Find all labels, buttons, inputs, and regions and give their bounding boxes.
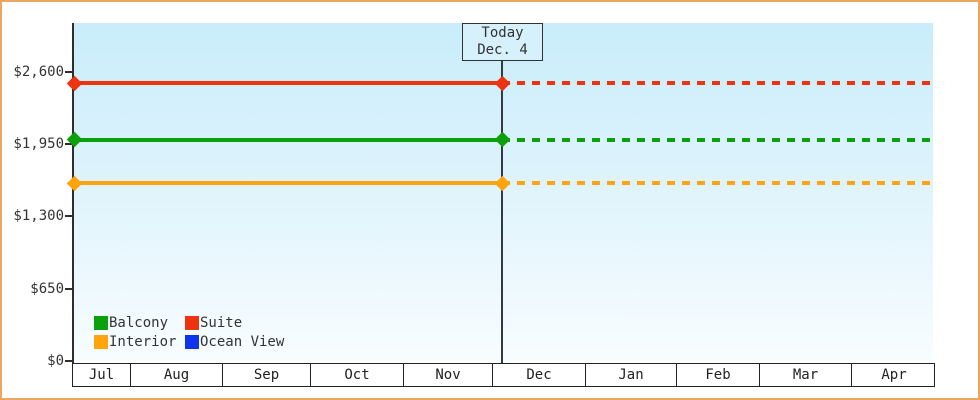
y-tick-label: $0 — [47, 353, 64, 369]
today-date-label: Dec. 4 — [477, 42, 528, 58]
today-vertical-line — [501, 60, 503, 363]
legend-item-interior: Interior — [94, 332, 185, 351]
legend-label: Interior — [109, 333, 177, 350]
legend-swatch-balcony — [94, 315, 108, 330]
month-label: Mar — [792, 367, 819, 383]
y-axis-line — [72, 23, 74, 363]
series-line-solid-balcony — [74, 137, 502, 142]
y-tick-mark — [65, 215, 72, 218]
month-cell-mar: Mar — [760, 364, 852, 386]
month-cell-dec: Dec — [493, 364, 586, 386]
legend-label: Ocean View — [200, 333, 285, 350]
series-line-solid-interior — [74, 181, 502, 186]
y-tick-label: $1,300 — [13, 208, 64, 225]
legend-swatch-interior — [94, 334, 108, 349]
month-cell-nov: Nov — [404, 364, 493, 386]
y-tick-mark — [65, 360, 72, 362]
series-line-dotted-balcony — [502, 137, 933, 142]
series-line-dotted-interior — [502, 181, 933, 186]
today-label-box: Today Dec. 4 — [462, 23, 543, 61]
legend-label: Balcony — [109, 314, 169, 331]
legend-item-suite: Suite — [185, 313, 284, 332]
y-tick-mark — [65, 70, 72, 73]
month-cell-oct: Oct — [311, 364, 404, 386]
month-cell-sep: Sep — [223, 364, 311, 386]
series-line-solid-suite — [74, 81, 502, 86]
series-line-dotted-suite — [502, 81, 933, 86]
month-label: Aug — [163, 367, 190, 383]
y-tick-label: $1,950 — [13, 136, 64, 153]
legend: Balcony Suite Interior Ocean View — [94, 313, 284, 351]
y-tick-label: $2,600 — [13, 63, 64, 80]
legend-swatch-suite — [185, 315, 199, 330]
month-label: Feb — [705, 367, 731, 383]
y-tick-mark — [65, 287, 72, 290]
month-label: Jul — [88, 367, 115, 383]
month-label: Dec — [526, 367, 552, 383]
month-axis: Jul Aug Sep Oct Nov Dec Jan Feb Mar Apr — [72, 363, 935, 387]
month-label: Sep — [253, 367, 280, 383]
legend-label: Suite — [200, 314, 243, 331]
month-cell-jul: Jul — [73, 364, 131, 386]
month-label: Apr — [881, 367, 907, 383]
month-cell-jan: Jan — [586, 364, 677, 386]
month-label: Nov — [435, 367, 461, 383]
y-tick-label: $650 — [30, 280, 64, 297]
month-cell-apr: Apr — [852, 364, 936, 386]
legend-item-ocean-view: Ocean View — [185, 332, 284, 351]
month-cell-feb: Feb — [677, 364, 760, 386]
legend-swatch-ocean-view — [185, 334, 199, 349]
legend-item-balcony: Balcony — [94, 313, 185, 332]
month-cell-aug: Aug — [131, 364, 223, 386]
month-label: Oct — [344, 367, 370, 383]
plot-area — [74, 23, 933, 361]
today-label: Today — [481, 25, 524, 41]
month-label: Jan — [618, 367, 644, 383]
y-tick-mark — [65, 143, 72, 146]
